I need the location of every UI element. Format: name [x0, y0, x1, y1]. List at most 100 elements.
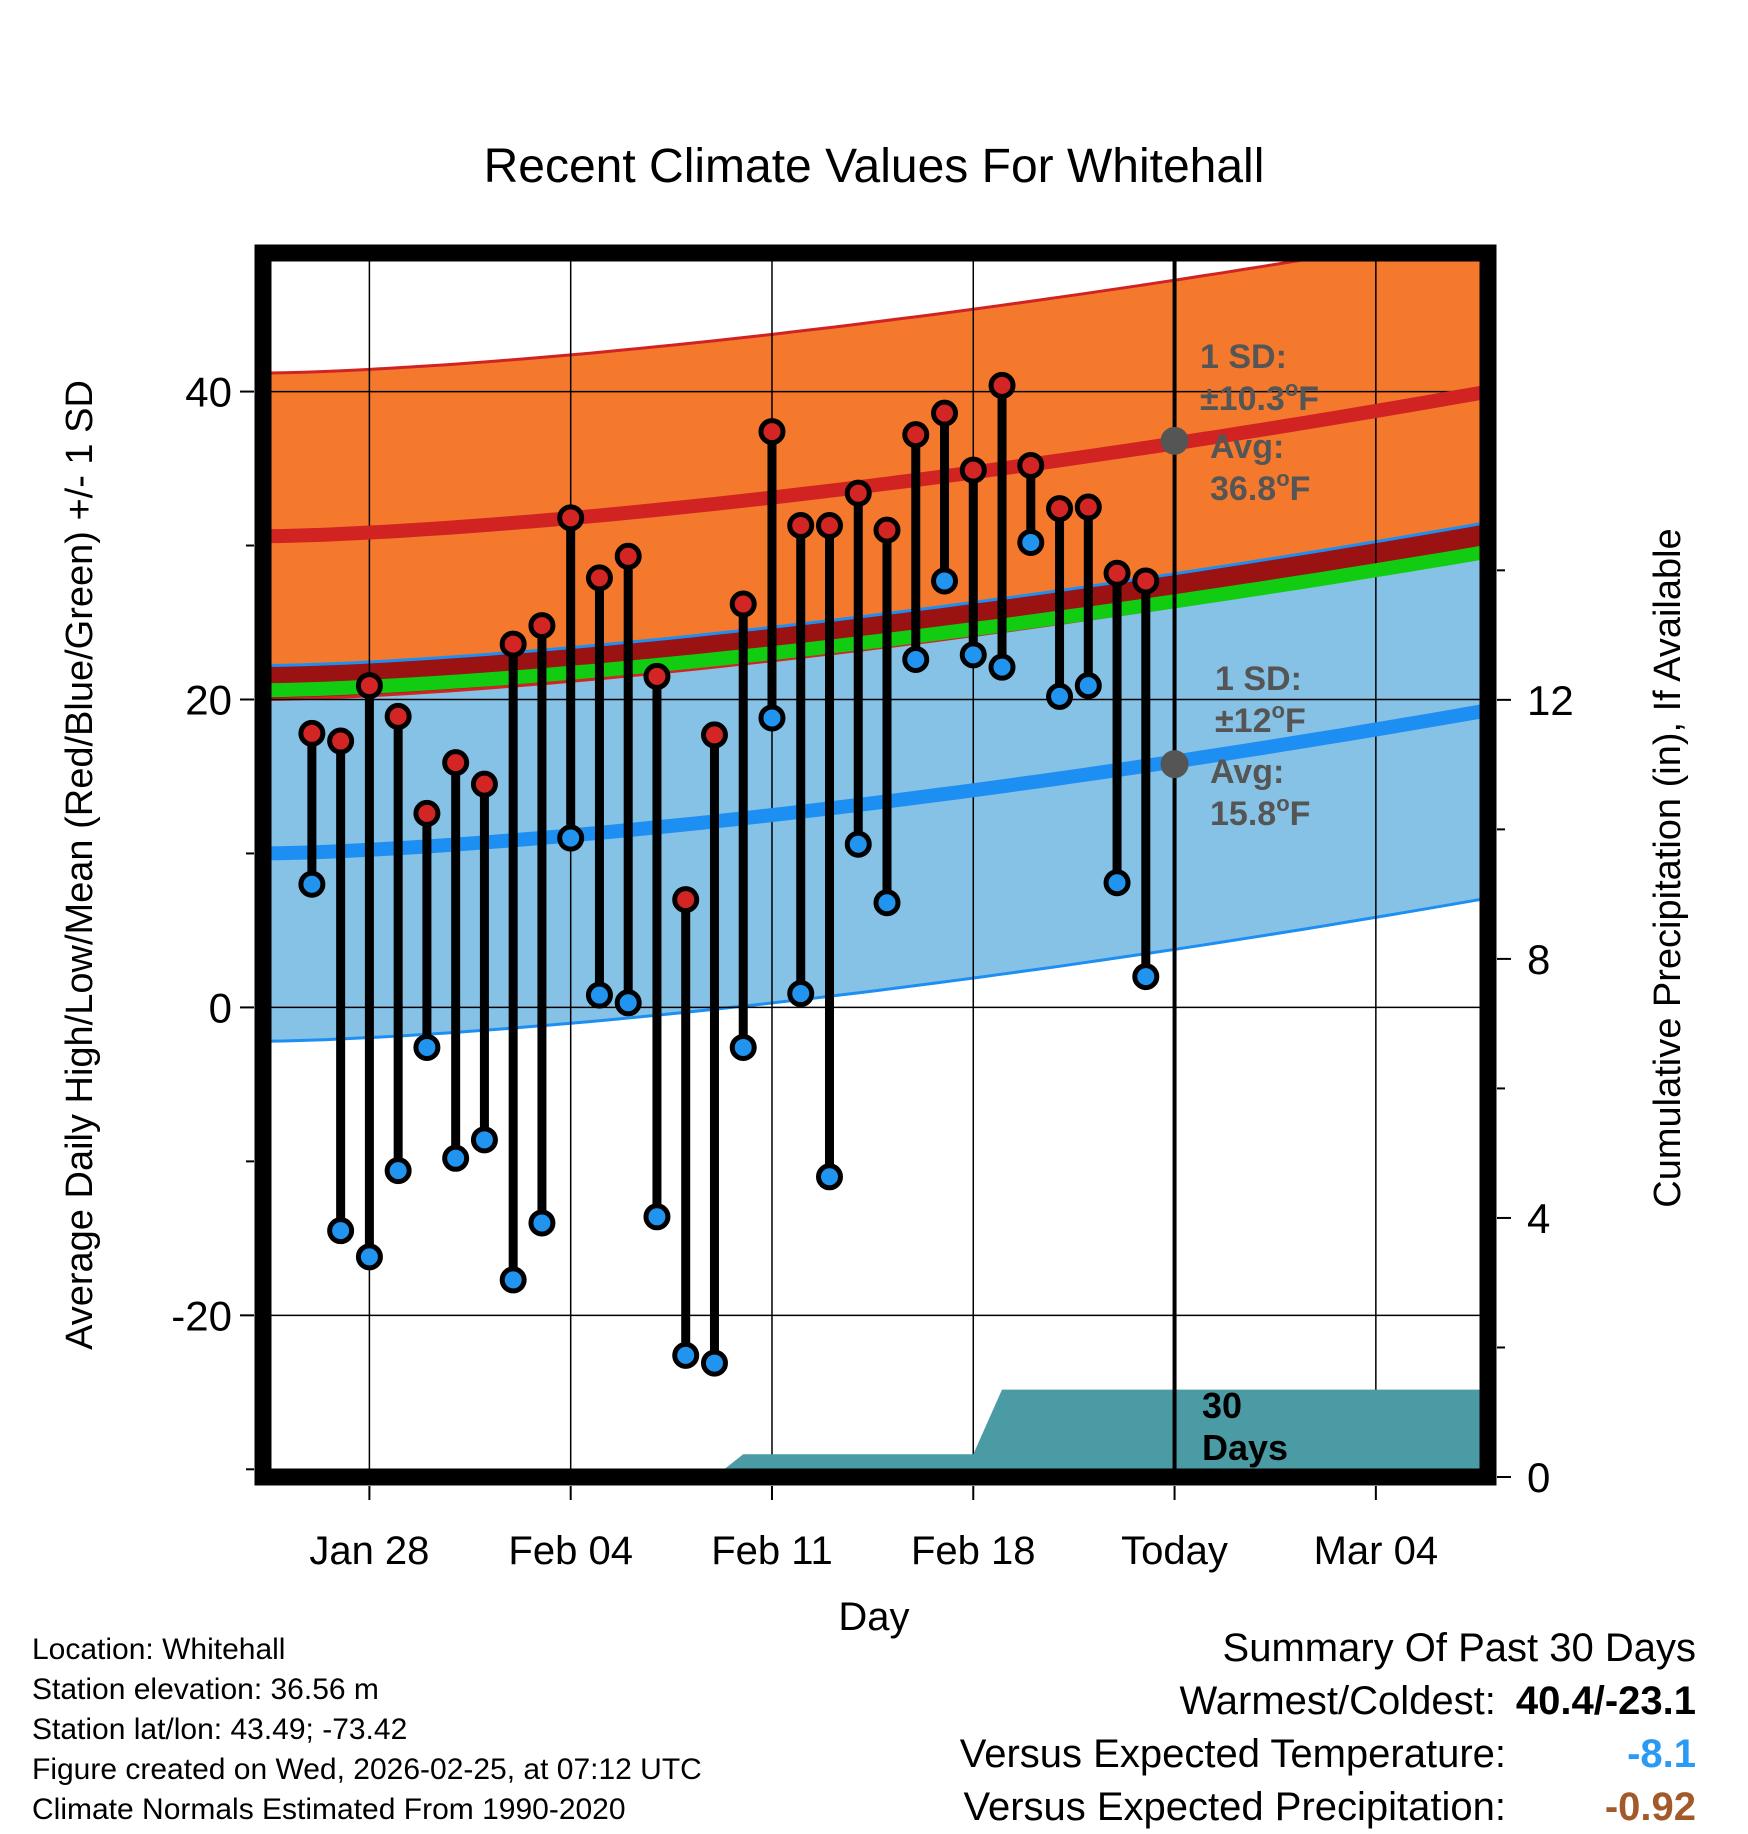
daily-low-point: [959, 641, 987, 669]
precip-area: [714, 1389, 1488, 1477]
precip-deviation-label: Versus Expected Precipitation:: [963, 1785, 1506, 1829]
x-tick-label: Feb 11: [711, 1529, 833, 1573]
daily-low-point: [1132, 963, 1160, 991]
daily-high-point: [384, 702, 412, 730]
low-sd-label: 1 SD:: [1215, 660, 1302, 698]
daily-high-point: [528, 612, 556, 640]
daily-low-point: [1074, 672, 1102, 700]
daily-high-point: [470, 770, 498, 798]
daily-low-point: [1017, 528, 1045, 556]
station-location: Location: Whitehall: [32, 1633, 286, 1666]
daily-high-point: [298, 719, 326, 747]
precip-deviation-value: -0.92: [1604, 1785, 1696, 1829]
daily-low-point: [931, 567, 959, 595]
daily-high-point: [614, 542, 642, 570]
x-tick-label: Mar 04: [1314, 1529, 1439, 1573]
x-tick-label: Feb 04: [508, 1529, 633, 1573]
low-sd-value: ±12oF: [1215, 698, 1306, 740]
summary-precip: Versus Expected Precipitation: -0.92: [960, 1781, 1696, 1834]
station-info: Location: Whitehall Station elevation: 3…: [32, 1630, 702, 1830]
daily-low-point: [643, 1203, 671, 1231]
daily-high-point: [557, 504, 585, 532]
y-tick-label: 40: [185, 369, 232, 416]
daily-low-point: [1103, 869, 1131, 897]
daily-low-point: [614, 989, 642, 1017]
daily-low-point: [988, 653, 1016, 681]
temp-deviation-label: Versus Expected Temperature:: [959, 1732, 1506, 1776]
daily-high-point: [758, 418, 786, 446]
summary-title: Summary Of Past 30 Days: [1222, 1626, 1696, 1670]
daily-low-point: [413, 1033, 441, 1061]
high-upper-sd-line: [263, 253, 1354, 375]
normal-high-line: [263, 384, 1488, 544]
summary-warm-cold: Warmest/Coldest: 40.4/-23.1: [960, 1675, 1696, 1728]
daily-low-point: [815, 1163, 843, 1191]
x-axis: Jan 28 Feb 04 Feb 11 Feb 18 Today Mar 04: [309, 1486, 1438, 1573]
low-lower-sd-line: [263, 896, 1488, 1043]
daily-high-point: [902, 421, 930, 449]
daily-low-point: [355, 1243, 383, 1271]
daily-high-point: [931, 399, 959, 427]
high-avg-marker: [1160, 426, 1189, 455]
x-tick-label: Feb 18: [911, 1529, 1036, 1573]
high-sd-label: 1 SD:: [1200, 338, 1287, 376]
high-avg-value: 36.8oF: [1210, 466, 1310, 508]
y-tick-label: 0: [209, 984, 232, 1031]
y2-tick-label: 4: [1527, 1195, 1550, 1242]
low-avg-marker: [1160, 750, 1189, 779]
climate-normals: Climate Normals Estimated From 1990-2020: [32, 1793, 626, 1826]
daily-low-point: [787, 980, 815, 1008]
summary-panel: Summary Of Past 30 Days Warmest/Coldest:…: [960, 1622, 1696, 1834]
daily-low-point: [672, 1341, 700, 1369]
low-avg-label: Avg:: [1210, 753, 1284, 791]
warm-cold-value: 40.4/-23.1: [1515, 1679, 1696, 1723]
daily-high-point: [700, 721, 728, 749]
station-elevation: Station elevation: 36.56 m: [32, 1673, 379, 1706]
y-tick-label: -20: [171, 1292, 232, 1339]
daily-high-point: [1132, 567, 1160, 595]
daily-low-point: [585, 981, 613, 1009]
daily-high-point: [1074, 493, 1102, 521]
daily-high-point: [672, 886, 700, 914]
daily-low-point: [758, 704, 786, 732]
y2-tick-label: 0: [1527, 1454, 1550, 1501]
daily-high-point: [327, 727, 355, 755]
daily-high-point: [1103, 559, 1131, 587]
y2-tick-label: 12: [1527, 677, 1574, 724]
daily-low-point: [384, 1157, 412, 1185]
normal-mean-line: [263, 544, 1488, 698]
y-axis-left: 40 20 0 -20: [171, 369, 254, 1471]
y2-axis-label: Cumulative Precipitation (in), If Availa…: [1647, 528, 1689, 1207]
plot-area: [263, 253, 1488, 1477]
figure-created: Figure created on Wed, 2026-02-25, at 07…: [32, 1753, 702, 1786]
days-label-word: Days: [1202, 1427, 1288, 1468]
y2-tick-label: 8: [1527, 936, 1550, 983]
daily-low-point: [729, 1033, 757, 1061]
chart-title: Recent Climate Values For Whitehall: [484, 140, 1265, 193]
daily-low-point: [844, 830, 872, 858]
daily-high-point: [844, 479, 872, 507]
high-sd-value: ±10.3oF: [1200, 376, 1319, 418]
x-tick-label: Jan 28: [309, 1529, 429, 1573]
plot-frame: [254, 244, 1497, 1486]
summary-temp: Versus Expected Temperature: -8.1: [960, 1728, 1696, 1781]
daily-low-point: [327, 1217, 355, 1245]
daily-low-point: [298, 870, 326, 898]
days-label-number: 30: [1202, 1385, 1242, 1426]
daily-low-point: [700, 1349, 728, 1377]
warm-cold-label: Warmest/Coldest:: [1179, 1679, 1496, 1723]
high-avg-label: Avg:: [1210, 428, 1284, 466]
daily-high-point: [787, 512, 815, 540]
daily-low-point: [557, 824, 585, 852]
daily-high-point: [1017, 451, 1045, 479]
daily-low-point: [1046, 682, 1074, 710]
daily-high-point: [959, 456, 987, 484]
y-tick-label: 20: [185, 676, 232, 723]
daily-low-point: [873, 889, 901, 917]
x-axis-label: Day: [838, 1595, 909, 1639]
y-axis-right: 12 8 4 0: [1497, 569, 1574, 1501]
daily-high-point: [988, 371, 1016, 399]
daily-high-point: [873, 516, 901, 544]
daily-high-point: [585, 564, 613, 592]
